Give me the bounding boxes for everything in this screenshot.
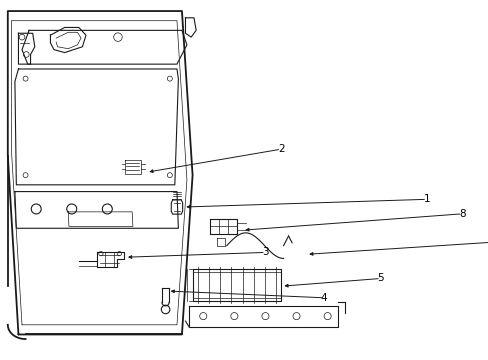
Text: 4: 4 (320, 293, 327, 303)
Text: 2: 2 (278, 144, 284, 154)
Text: 8: 8 (458, 209, 465, 219)
Text: 1: 1 (423, 194, 429, 204)
Text: 3: 3 (262, 247, 268, 257)
Text: 5: 5 (377, 274, 384, 283)
